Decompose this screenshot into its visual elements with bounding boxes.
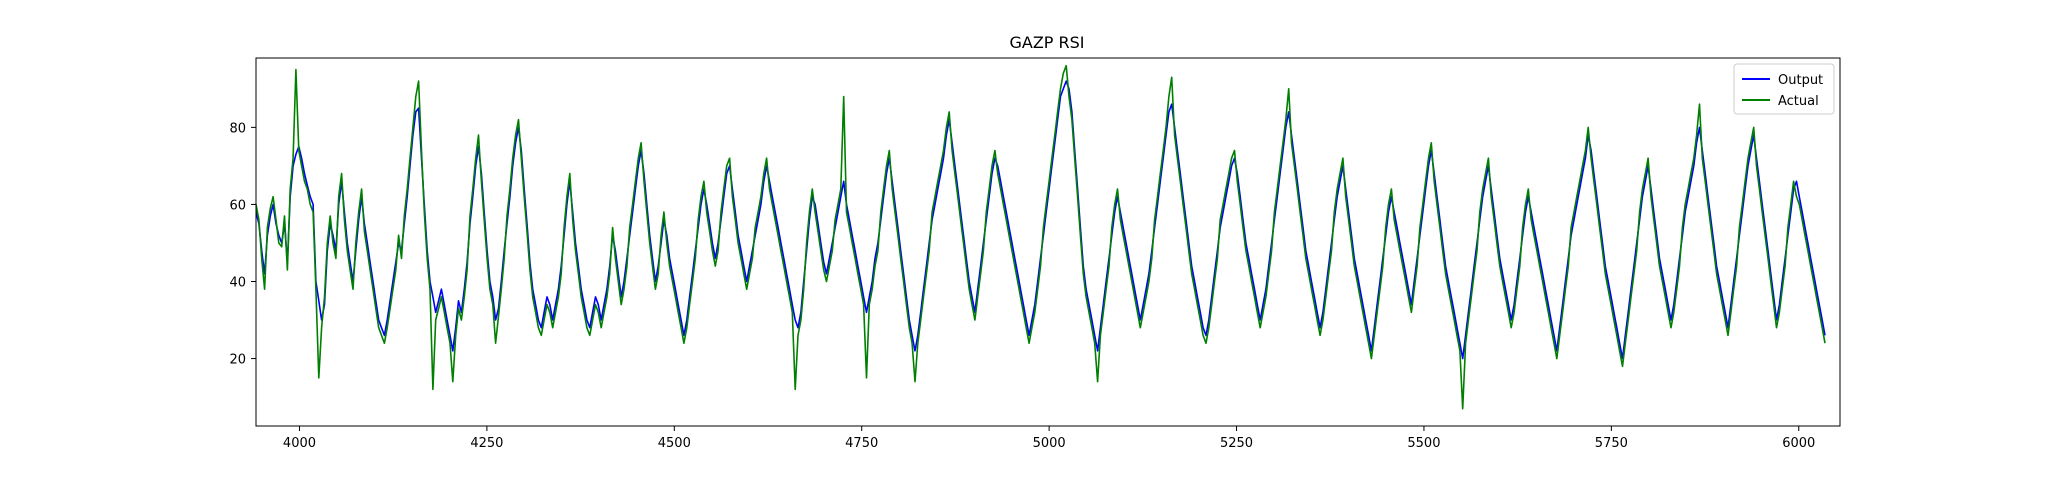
x-axis: 4000 4250 4500 4750 5000 5250 5500 5750 6000: [283, 426, 1815, 451]
y-tick-label: 80: [229, 121, 246, 136]
chart-title: GAZP RSI: [1009, 33, 1084, 52]
x-tick-label: 5750: [1595, 436, 1628, 451]
y-tick-label: 60: [229, 198, 246, 213]
plot-area: [256, 64, 1826, 410]
axes-frame: [255, 57, 1841, 427]
x-tick-label: 4250: [470, 436, 503, 451]
y-axis: 20 40 60 80: [229, 121, 256, 368]
x-tick-label: 5500: [1407, 436, 1440, 451]
legend-label-actual: Actual: [1778, 94, 1819, 109]
x-tick-label: 5000: [1033, 436, 1066, 451]
x-tick-label: 5250: [1220, 436, 1253, 451]
y-tick-label: 20: [229, 353, 246, 368]
legend-box: [1733, 63, 1835, 115]
series-line-actual: [256, 64, 1826, 410]
x-tick-label: 4750: [845, 436, 878, 451]
x-tick-label: 6000: [1782, 436, 1815, 451]
y-tick-label: 40: [229, 275, 246, 290]
x-tick-label: 4000: [283, 436, 316, 451]
x-tick-label: 4500: [658, 436, 691, 451]
legend-label-output: Output: [1778, 73, 1823, 88]
legend: Output Actual: [1733, 63, 1835, 115]
